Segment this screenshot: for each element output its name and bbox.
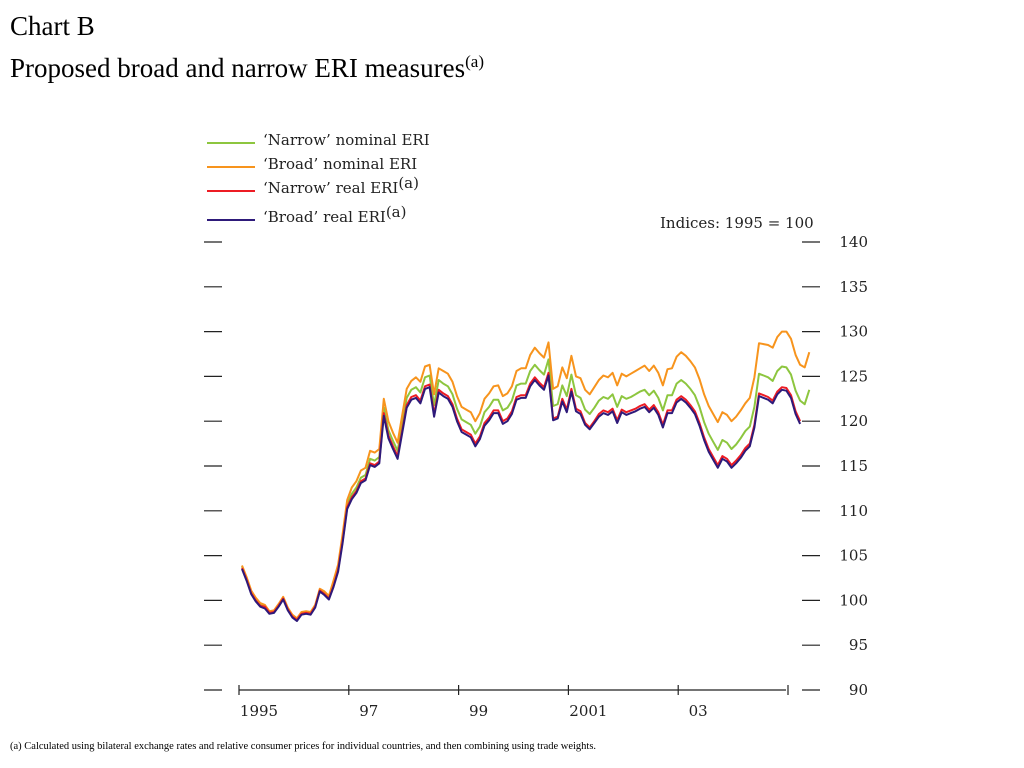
y-tick-label: 95 (849, 636, 868, 654)
y-tick-label: 100 (839, 591, 868, 609)
legend-label-text: ‘Broad’ real ERI (263, 208, 386, 226)
legend-label: ‘Broad’ nominal ERI (263, 155, 417, 173)
chart-title: Chart B (10, 11, 95, 41)
y-tick-label: 90 (849, 681, 868, 699)
x-tick-label: 99 (469, 702, 488, 720)
legend-label-text: ‘Narrow’ nominal ERI (263, 131, 430, 149)
series-line-broad-nominal (241, 330, 811, 620)
y-tick-label: 110 (839, 502, 868, 520)
x-tick-label: 2001 (569, 702, 607, 720)
legend-label-text: ‘Narrow’ real ERI (263, 179, 398, 197)
legend-label-sup: (a) (398, 174, 419, 192)
left-y-axis (204, 241, 222, 691)
series-lines (241, 330, 811, 622)
footnote: (a) Calculated using bilateral exchange … (10, 741, 597, 752)
legend: ‘Narrow’ nominal ERI‘Broad’ nominal ERI‘… (207, 131, 430, 226)
title-block: Chart B Proposed broad and narrow ERI me… (10, 8, 484, 86)
x-tick-label: 1995 (240, 702, 278, 720)
y-tick-label: 125 (839, 367, 868, 385)
legend-label-sup: (a) (386, 203, 407, 221)
legend-label: ‘Broad’ real ERI(a) (263, 203, 406, 226)
y-tick-label: 135 (839, 278, 868, 296)
x-tick-label: 97 (359, 702, 378, 720)
legend-label-text: ‘Broad’ nominal ERI (263, 155, 417, 173)
y-tick-label: 140 (839, 233, 868, 251)
y-tick-label: 130 (839, 323, 868, 341)
y-tick-label: 105 (839, 547, 868, 565)
series-line-broad-real (241, 374, 802, 622)
chart-subtitle-sup: (a) (465, 52, 484, 71)
x-axis: 1995 97 99 2001 03 (238, 685, 789, 720)
units-label: Indices: 1995 = 100 (660, 214, 814, 232)
y-tick-label: 120 (839, 412, 868, 430)
chart-subtitle: Proposed broad and narrow ERI measures(a… (10, 44, 484, 86)
x-tick-label: 03 (689, 702, 708, 720)
legend-label: ‘Narrow’ nominal ERI (263, 131, 430, 149)
y-tick-label: 115 (839, 457, 868, 475)
series-line-narrow-real (241, 371, 802, 622)
legend-label: ‘Narrow’ real ERI(a) (263, 174, 419, 197)
right-y-axis: 90 95 100 105 110 115 120 125 130 135 140 (802, 233, 868, 699)
chart-subtitle-text: Proposed broad and narrow ERI measures (10, 53, 466, 83)
